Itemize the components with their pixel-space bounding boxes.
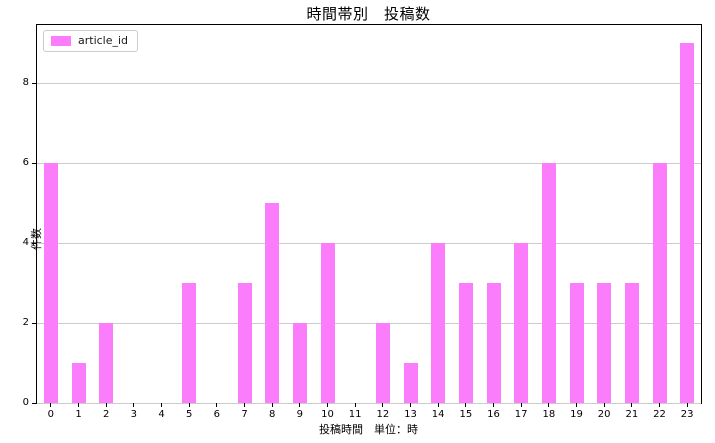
x-tick-label: 3 (130, 409, 138, 420)
bar-hour-9 (292, 323, 307, 403)
x-tick-label: 1 (75, 409, 82, 420)
x-tick-mark (216, 403, 218, 407)
gridline-y-0 (37, 402, 701, 404)
x-tick-label: 7 (241, 409, 248, 420)
x-tick-mark (465, 403, 467, 407)
x-tick-mark (78, 403, 79, 407)
x-tick-label: 16 (487, 409, 500, 420)
bar-hour-16 (486, 283, 501, 403)
x-tick-label: 18 (542, 409, 556, 420)
gridline-y-6 (37, 162, 701, 164)
bar-hour-14 (431, 243, 446, 403)
x-tick-mark (271, 403, 273, 407)
x-tick-label: 12 (376, 409, 390, 420)
x-axis-label: 投稿時間 単位：時 (319, 423, 418, 436)
x-tick-mark (382, 403, 384, 407)
x-tick-label: 11 (348, 409, 362, 420)
bar-hour-15 (458, 283, 473, 403)
y-tick-label: 8 (22, 77, 29, 88)
x-tick-label: 6 (213, 409, 221, 420)
x-tick-mark (603, 403, 605, 407)
y-tick-label: 2 (22, 317, 29, 328)
x-tick-mark (548, 403, 550, 407)
x-tick-label: 0 (47, 409, 55, 420)
x-tick-label: 14 (431, 409, 445, 420)
x-tick-mark (50, 403, 52, 407)
y-tick-label: 6 (22, 157, 29, 168)
x-tick-label: 15 (459, 409, 473, 420)
bar-hour-17 (514, 243, 529, 403)
x-tick-mark (327, 403, 328, 407)
bar-hour-23 (680, 43, 695, 403)
x-tick-label: 22 (653, 409, 666, 420)
bar-hour-21 (624, 283, 639, 403)
x-tick-mark (105, 403, 107, 407)
bar-hour-12 (375, 323, 390, 403)
y-tick-label: 4 (22, 237, 29, 248)
gridline-y-2 (37, 322, 701, 324)
gridline-y-8 (37, 82, 701, 84)
bar-hour-20 (597, 283, 612, 403)
x-tick-mark (354, 403, 356, 407)
bar-hour-8 (265, 203, 280, 403)
bar-hour-22 (652, 163, 667, 403)
x-tick-label: 17 (514, 409, 528, 420)
gridline-y-4 (37, 242, 701, 244)
x-tick-label: 4 (158, 409, 165, 420)
x-tick-label: 9 (296, 409, 304, 420)
bar-hour-18 (541, 163, 556, 403)
x-tick-mark (659, 403, 660, 407)
y-tick-mark (32, 162, 36, 164)
x-tick-mark (133, 403, 135, 407)
x-tick-label: 8 (268, 409, 276, 420)
x-tick-label: 10 (321, 409, 334, 420)
bar-hour-1 (71, 363, 86, 403)
y-axis-label: 件数 (30, 228, 43, 250)
x-tick-mark (437, 403, 439, 407)
x-tick-mark (493, 403, 494, 407)
bar-hour-19 (569, 283, 584, 403)
x-tick-label: 23 (680, 409, 694, 420)
x-tick-mark (188, 403, 190, 407)
x-tick-label: 19 (570, 409, 583, 420)
x-tick-mark (410, 403, 411, 407)
x-tick-mark (686, 403, 688, 407)
legend-label: article_id (78, 34, 129, 47)
x-tick-label: 2 (102, 409, 110, 420)
y-tick-mark (32, 322, 36, 324)
bar-hour-10 (320, 243, 335, 403)
plot-area: article_id 件数 0 2 4 6 8 0 1 2 3 4 5 6 7 8 9 10 11 12 13 14 1… (23, 24, 702, 420)
legend: article_id (43, 30, 139, 52)
y-tick-mark (32, 82, 36, 84)
y-tick-mark (32, 242, 36, 244)
y-tick-label: 0 (22, 397, 29, 408)
legend-swatch-icon (51, 36, 71, 46)
bar-hour-5 (182, 283, 197, 403)
chart-title: 時間帯別 投稿数 (306, 5, 431, 23)
x-tick-mark (244, 403, 245, 407)
x-tick-mark (299, 403, 301, 407)
bar-hour-0 (43, 163, 58, 403)
x-tick-label: 5 (185, 409, 193, 420)
y-tick-mark (32, 402, 36, 404)
bar-hour-13 (403, 363, 418, 403)
bar-hour-2 (99, 323, 114, 403)
x-tick-mark (631, 403, 633, 407)
x-tick-mark (576, 403, 577, 407)
x-tick-label: 21 (625, 409, 639, 420)
x-tick-mark (161, 403, 162, 407)
bar-hour-7 (237, 283, 252, 403)
x-tick-label: 13 (404, 409, 417, 420)
x-tick-mark (520, 403, 522, 407)
x-tick-label: 20 (597, 409, 611, 420)
